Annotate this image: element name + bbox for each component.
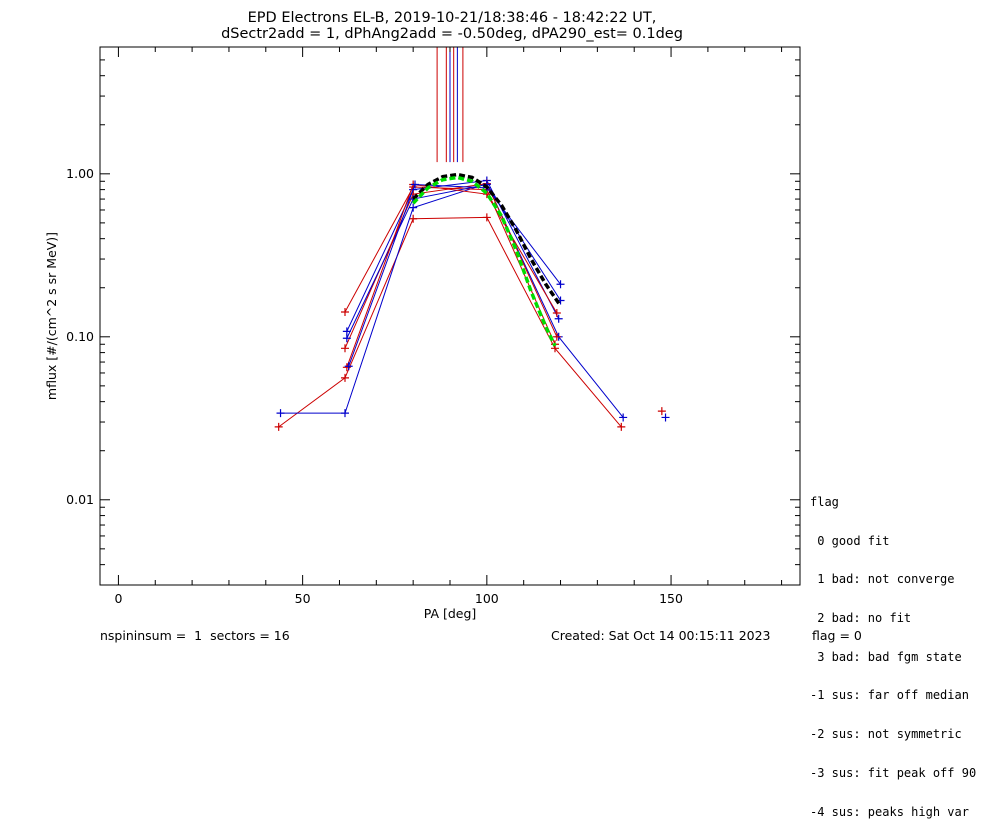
x-tick-label: 0 [114, 591, 122, 606]
plus-marker [409, 203, 418, 212]
legend-item: 2 bad: no fit [810, 610, 912, 625]
fit-curve [411, 175, 557, 347]
legend-item: -2 sus: not symmetric [810, 727, 962, 742]
legend-title: flag [810, 494, 839, 509]
chart: 0 50 100 150 0.01 0.10 1.00 EPD Electrons EL-B… [44, 10, 801, 621]
y-axis-label: mflux [#/(cm^2 s sr MeV)] [44, 232, 59, 400]
series-group [274, 176, 670, 431]
legend-item: -4 sus: peaks high var [810, 804, 969, 819]
y-tick-label: 1.00 [66, 166, 94, 181]
x-axis-label: PA [deg] [424, 606, 477, 621]
series-line [280, 183, 624, 418]
legend-item: -1 sus: far off median [810, 688, 969, 703]
plus-marker [341, 373, 349, 382]
plus-marker [342, 327, 351, 336]
plus-marker [482, 213, 491, 222]
plus-marker [409, 214, 418, 223]
plus-marker [344, 362, 353, 371]
legend-item: 3 bad: bad fgm state [810, 649, 962, 664]
x-tick-label: 50 [295, 591, 311, 606]
footer-created: Created: Sat Oct 14 00:15:11 2023 [551, 628, 771, 643]
plus-marker [342, 363, 351, 372]
chart-title: EPD Electrons EL-B, 2019-10-21/18:38:46 … [248, 10, 657, 26]
x-tick-label: 100 [475, 591, 499, 606]
plus-marker [276, 409, 285, 418]
flag-legend: flag 0 good fit 1 bad: not converge 2 ba… [810, 470, 976, 831]
fit-curves [411, 172, 562, 347]
plus-marker [341, 344, 349, 353]
plus-marker [552, 332, 561, 341]
plus-marker [552, 308, 561, 317]
fit-curve [411, 172, 562, 307]
legend-item: 1 bad: not converge [810, 572, 955, 587]
plus-marker [554, 314, 563, 323]
series-line [346, 183, 558, 368]
footer-spin-info: nspininsum = 1 sectors = 16 [100, 628, 290, 643]
plus-marker [274, 422, 283, 431]
plus-marker [657, 407, 666, 416]
x-tick-label: 150 [659, 591, 683, 606]
series-line [346, 183, 561, 339]
series-line [344, 186, 556, 345]
y-tick-label: 0.10 [66, 329, 94, 344]
plus-marker [342, 334, 351, 343]
plus-marker [661, 413, 670, 422]
legend-item: -3 sus: fit peak off 90 [810, 765, 977, 780]
vertical-markers [436, 47, 464, 163]
plus-marker [341, 409, 349, 418]
legend-item: 0 good fit [810, 533, 890, 548]
footer-flag: flag = 0 [812, 628, 862, 643]
series-line [346, 179, 560, 332]
series-line [278, 216, 622, 428]
plus-marker [411, 180, 419, 189]
chart-subtitle: dSectr2add = 1, dPhAng2add = -0.50deg, d… [221, 26, 683, 42]
plus-marker [556, 280, 565, 289]
y-tick-label: 0.01 [66, 492, 94, 507]
plus-marker [617, 422, 626, 431]
plus-marker [619, 413, 628, 422]
series-line [348, 183, 561, 367]
plus-marker [341, 307, 349, 316]
axis-ticks: 0 50 100 150 0.01 0.10 1.00 [66, 46, 800, 606]
